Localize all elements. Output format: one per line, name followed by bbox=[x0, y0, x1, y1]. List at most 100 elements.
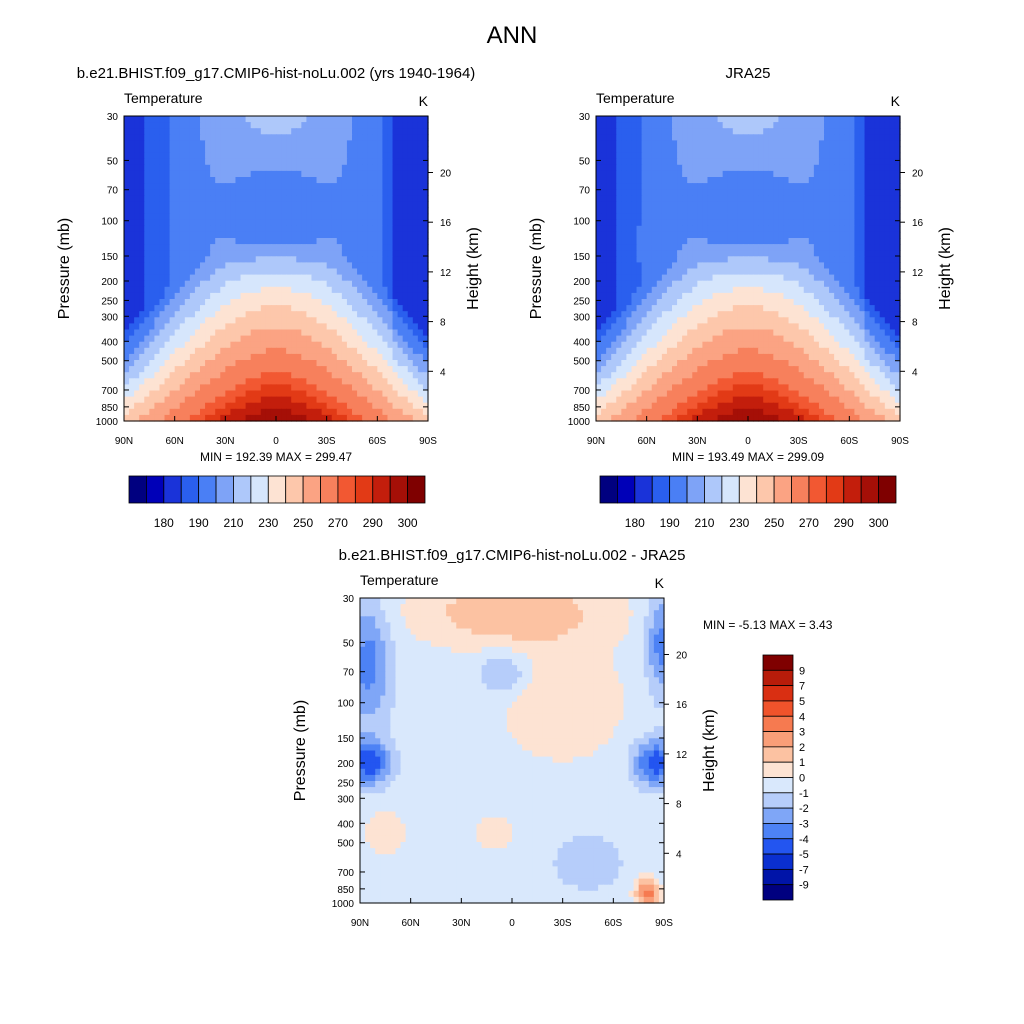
heatmap-cell bbox=[682, 292, 688, 300]
heatmap-cell bbox=[357, 201, 363, 209]
heatmap-cell bbox=[849, 286, 855, 294]
heatmap-cell bbox=[377, 225, 383, 233]
heatmap-cell bbox=[321, 280, 328, 288]
heatmap-cell bbox=[134, 305, 140, 312]
heatmap-cell bbox=[616, 268, 622, 276]
heatmap-cell bbox=[869, 213, 876, 221]
heatmap-cell bbox=[758, 286, 764, 294]
heatmap-cell bbox=[321, 408, 328, 416]
heatmap-cell bbox=[626, 250, 633, 257]
heatmap-cell bbox=[392, 378, 399, 385]
heatmap-cell bbox=[301, 311, 307, 318]
heatmap-cell bbox=[748, 299, 754, 306]
heatmap-cell bbox=[412, 268, 419, 276]
heatmap-cell bbox=[621, 116, 627, 123]
heatmap-cell bbox=[382, 195, 389, 202]
heatmap-cell bbox=[717, 238, 724, 245]
heatmap-cell bbox=[169, 164, 176, 172]
heatmap-cell bbox=[149, 268, 155, 276]
heatmap-cell bbox=[392, 116, 399, 123]
heatmap-cell bbox=[392, 274, 399, 282]
heatmap-cell bbox=[666, 262, 673, 270]
heatmap-cell bbox=[194, 335, 201, 343]
heatmap-cell bbox=[596, 256, 602, 263]
heatmap-cell bbox=[124, 134, 130, 141]
heatmap-cell bbox=[139, 250, 145, 257]
heatmap-cell bbox=[621, 280, 627, 288]
heatmap-cell bbox=[377, 390, 383, 398]
heatmap-cell bbox=[194, 323, 201, 331]
heatmap-cell bbox=[189, 280, 196, 288]
heatmap-cell bbox=[250, 353, 257, 361]
heatmap-cell bbox=[601, 116, 607, 123]
heatmap-cell bbox=[672, 201, 678, 209]
heatmap-cell bbox=[727, 274, 734, 282]
heatmap-cell bbox=[174, 213, 181, 221]
heatmap-cell bbox=[392, 414, 399, 422]
heatmap-cell bbox=[864, 201, 871, 209]
heatmap-cell bbox=[748, 280, 754, 288]
heatmap-cell bbox=[296, 231, 302, 239]
heatmap-cell bbox=[331, 274, 338, 282]
heatmap-cell bbox=[169, 390, 176, 398]
heatmap-cell bbox=[879, 274, 886, 282]
heatmap-cell bbox=[377, 347, 383, 355]
heatmap-cell bbox=[346, 219, 353, 227]
heatmap-cell bbox=[352, 225, 358, 233]
heatmap-cell bbox=[331, 268, 338, 276]
heatmap-cell bbox=[154, 219, 161, 227]
heatmap-cell bbox=[240, 116, 247, 123]
heatmap-cell bbox=[768, 213, 774, 221]
heatmap-cell bbox=[417, 244, 424, 251]
heatmap-cell bbox=[250, 341, 257, 349]
heatmap-cell bbox=[849, 158, 855, 166]
heatmap-cell bbox=[341, 292, 348, 300]
heatmap-cell bbox=[798, 189, 805, 196]
heatmap-cell bbox=[230, 274, 237, 282]
heatmap-cell bbox=[824, 225, 830, 233]
heatmap-cell bbox=[331, 219, 338, 227]
heatmap-cell bbox=[326, 280, 333, 288]
heatmap-cell bbox=[884, 213, 891, 221]
heatmap-cell bbox=[134, 347, 140, 355]
heatmap-cell bbox=[235, 335, 242, 343]
heatmap-cell bbox=[412, 353, 419, 361]
heatmap-cell bbox=[626, 268, 633, 276]
heatmap-cell bbox=[422, 402, 429, 410]
heatmap-cell bbox=[879, 238, 886, 245]
heatmap-cell bbox=[402, 414, 409, 422]
heatmap-cell bbox=[656, 244, 663, 251]
heatmap-cell bbox=[346, 414, 353, 422]
heatmap-cell bbox=[377, 152, 383, 160]
heatmap-cell bbox=[286, 225, 292, 233]
heatmap-cell bbox=[352, 158, 358, 166]
heatmap-cell bbox=[210, 280, 216, 288]
heatmap-cell bbox=[849, 256, 855, 263]
heatmap-cell bbox=[240, 274, 247, 282]
heatmap-cell bbox=[230, 305, 237, 312]
heatmap-cell bbox=[286, 402, 292, 410]
heatmap-cell bbox=[798, 286, 805, 294]
heatmap-cell bbox=[301, 231, 307, 239]
heatmap-cell bbox=[864, 195, 871, 202]
colorbar-box bbox=[233, 475, 252, 504]
heatmap-cell bbox=[230, 408, 237, 416]
heatmap-cell bbox=[626, 262, 633, 270]
heatmap-cell bbox=[235, 402, 242, 410]
heatmap-cell bbox=[824, 116, 830, 123]
heatmap-cell bbox=[692, 116, 698, 123]
heatmap-cell bbox=[245, 335, 252, 343]
heatmap-cell bbox=[281, 402, 287, 410]
heatmap-cell bbox=[265, 366, 272, 373]
heatmap-cell bbox=[412, 286, 419, 294]
heatmap-cell bbox=[139, 195, 145, 202]
heatmap-cell bbox=[417, 128, 424, 135]
heatmap-cell bbox=[793, 189, 800, 196]
heatmap-cell bbox=[184, 378, 191, 385]
heatmap-cell bbox=[783, 189, 790, 196]
heatmap-cell bbox=[276, 280, 282, 288]
heatmap-cell bbox=[601, 299, 607, 306]
heatmap-cell bbox=[778, 238, 785, 245]
heatmap-cell bbox=[352, 317, 358, 324]
heatmap-cell bbox=[134, 286, 140, 294]
